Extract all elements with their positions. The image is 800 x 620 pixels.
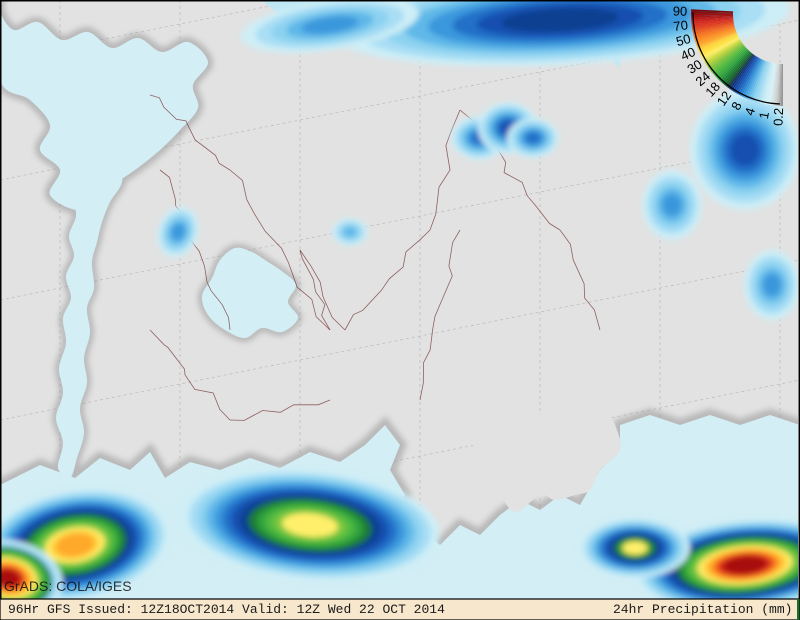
svg-text:0.2: 0.2 [771,108,787,127]
svg-text:96Hr GFS Issued: 12Z18OCT2014: 96Hr GFS Issued: 12Z18OCT2014 Valid: 12Z… [8,602,445,617]
svg-text:24hr Precipitation (mm): 24hr Precipitation (mm) [613,602,792,617]
svg-text:90: 90 [673,4,688,19]
svg-text:70: 70 [673,17,689,34]
svg-text:GrADS: COLA/IGES: GrADS: COLA/IGES [4,578,132,594]
